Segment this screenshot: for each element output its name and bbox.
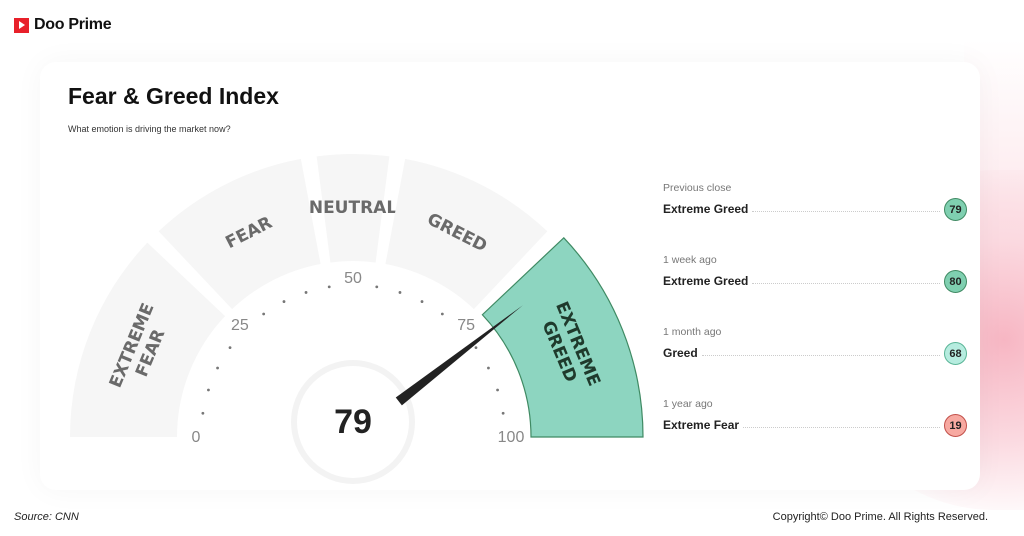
- tick-dot: [501, 411, 505, 415]
- tick-label: 25: [231, 317, 249, 334]
- tick-dot: [201, 411, 205, 415]
- history-label: Extreme Greed: [663, 201, 749, 216]
- tick-label: 75: [457, 317, 475, 334]
- tick-dot: [304, 291, 308, 294]
- current-value: 79: [334, 403, 372, 441]
- history-item: 1 month ago Greed 68: [663, 326, 967, 365]
- tick-dot: [207, 388, 210, 392]
- history-item: 1 year ago Extreme Fear 19: [663, 398, 967, 437]
- tick-label: 0: [192, 429, 201, 446]
- page-subtitle: What emotion is driving the market now?: [68, 124, 231, 134]
- copyright-text: Copyright© Doo Prime. All Rights Reserve…: [772, 511, 988, 523]
- tick-dot: [216, 366, 219, 370]
- segment-label-line: NEUTRAL: [309, 198, 397, 218]
- logo-text: Doo Prime: [34, 16, 112, 33]
- tick-label: 50: [344, 270, 362, 287]
- tick-dot: [398, 291, 402, 294]
- gauge-segment: [385, 158, 548, 310]
- history-period: Previous close: [663, 182, 732, 194]
- gauge-segment: [70, 242, 226, 437]
- tick-dot: [487, 366, 490, 370]
- logo: Doo Prime: [14, 16, 112, 34]
- center-circle: [297, 366, 409, 478]
- gauge-segment: [158, 158, 321, 310]
- tick-dot: [496, 388, 499, 392]
- dotted-leader: [743, 427, 940, 428]
- segment-label: NEUTRAL: [309, 198, 397, 218]
- history-panel: [640, 140, 980, 452]
- tick-label: 100: [498, 429, 525, 446]
- history-value-badge: 80: [944, 270, 967, 293]
- history-value-badge: 68: [944, 342, 967, 365]
- history-item: 1 week ago Extreme Greed 80: [663, 254, 967, 293]
- needle: [395, 305, 523, 406]
- history-label: Extreme Fear: [663, 417, 740, 432]
- tick-dot: [375, 285, 379, 289]
- history-period: 1 month ago: [663, 326, 722, 338]
- source-text: Source: CNN: [14, 511, 79, 523]
- history-value-badge: 79: [944, 198, 967, 221]
- tick-dot: [282, 300, 286, 303]
- logo-icon: [14, 17, 29, 33]
- history-label: Extreme Greed: [663, 273, 749, 288]
- gauge-segment: [316, 154, 390, 263]
- gauge-segment: [481, 236, 644, 438]
- history-item: Previous close Extreme Greed 79: [663, 182, 967, 221]
- dotted-leader: [701, 355, 940, 356]
- history-period: 1 week ago: [663, 254, 717, 266]
- dotted-leader: [752, 283, 940, 284]
- page-title: Fear & Greed Index: [68, 83, 279, 109]
- tick-dot: [262, 312, 266, 316]
- tick-dot: [327, 285, 331, 289]
- tick-dot: [440, 312, 444, 316]
- tick-dot: [474, 346, 478, 350]
- history-value-badge: 19: [944, 414, 967, 437]
- tick-dot: [420, 300, 424, 303]
- dotted-leader: [752, 211, 940, 212]
- tick-dot: [228, 346, 232, 350]
- history-period: 1 year ago: [663, 398, 713, 410]
- history-label: Greed: [663, 345, 698, 360]
